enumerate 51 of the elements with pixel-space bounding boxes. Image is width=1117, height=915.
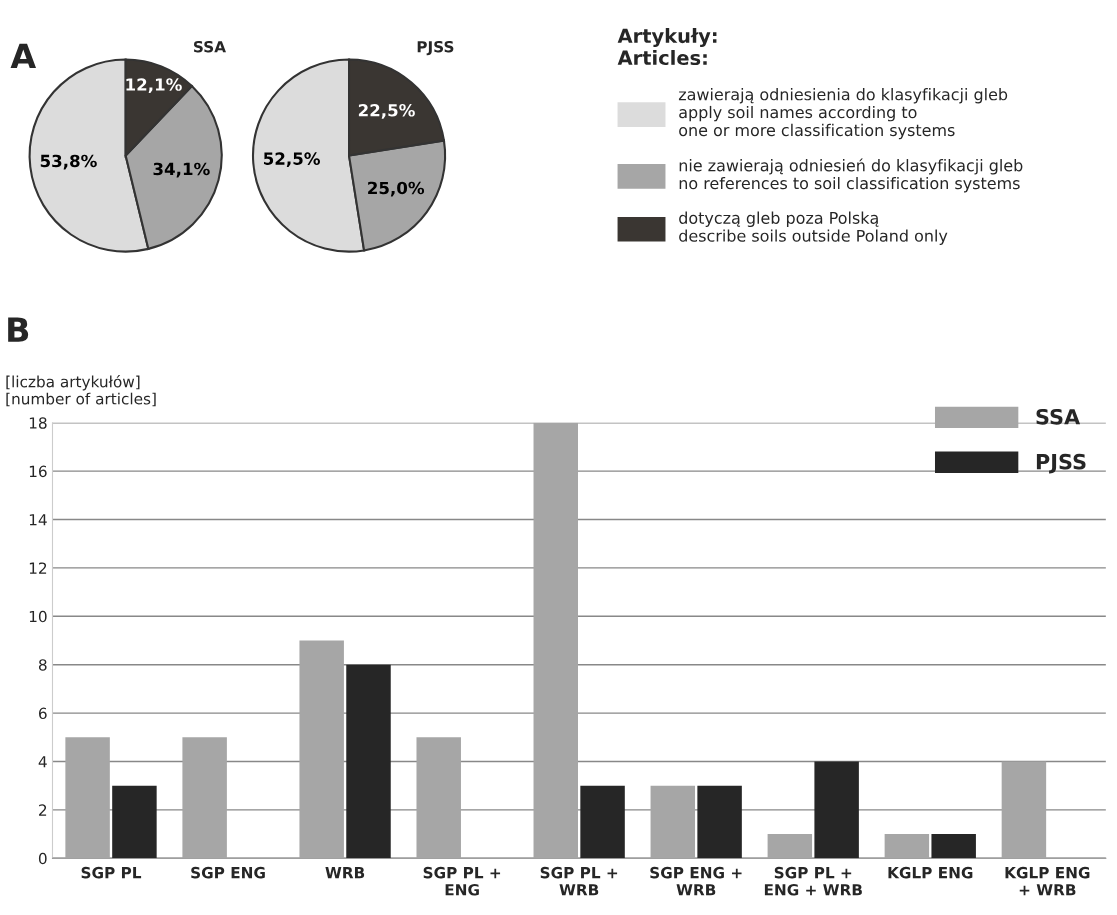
bar	[112, 785, 157, 859]
x-tick-label: SGP PL + ENG	[423, 866, 501, 896]
y-tick-label: 8	[38, 659, 47, 671]
bar	[533, 422, 578, 859]
legend-title: Artykuły: Articles:	[617, 28, 717, 66]
x-tick-label: SGP ENG + WRB	[650, 866, 742, 896]
x-tick-label: SGP PL	[81, 866, 142, 879]
y-tick-label: 10	[29, 610, 47, 623]
legend-label: zawierają odniesienia do klasyfikacji gleb apply soil names according to one or more classification systems	[678, 88, 1008, 140]
bar	[650, 785, 696, 859]
chart-title: SSA	[194, 40, 226, 53]
y-tick-label: 2	[39, 804, 47, 816]
bar	[931, 834, 976, 859]
x-tick-label: SGP PL + WRB	[540, 866, 618, 896]
legend-label: PJSS	[1036, 453, 1086, 474]
y-tick-label: 6	[38, 707, 47, 720]
x-tick-label: SGP ENG	[191, 866, 265, 879]
chart-title: PJSS	[417, 40, 454, 56]
bar	[65, 737, 110, 859]
bar	[814, 761, 859, 859]
y-tick-label: 16	[29, 465, 47, 478]
data-label: 52,5%	[263, 152, 320, 168]
bar	[416, 737, 461, 859]
bar	[299, 640, 344, 859]
x-tick-label: KGLP ENG	[888, 866, 973, 879]
bar	[182, 737, 227, 859]
data-label: 25,0%	[368, 181, 425, 197]
x-tick-label: KGLP ENG + WRB	[1005, 866, 1090, 896]
data-label: 53,8%	[40, 154, 97, 170]
legend-label: dotyczą gleb poza Polską describe soils outside Poland only	[679, 211, 948, 245]
text: A	[10, 43, 37, 69]
legend-label: SSA	[1036, 408, 1081, 425]
y-tick-label: 12	[29, 562, 47, 574]
bar	[884, 834, 930, 859]
bar	[1001, 761, 1047, 859]
y-tick-label: 4	[38, 756, 47, 768]
text: B	[8, 317, 29, 342]
x-tick-label: WRB	[325, 867, 365, 879]
y-tick-label: 0	[38, 852, 47, 865]
bar	[767, 834, 813, 859]
bar	[697, 785, 742, 859]
y-tick-label: 18	[29, 417, 47, 429]
data-label: 34,1%	[153, 162, 210, 178]
data-label: 22,5%	[358, 103, 415, 119]
y-axis-title: [liczba artykułów] [number of articles]	[6, 374, 156, 407]
y-tick-label: 14	[29, 514, 47, 526]
data-label: 12,1%	[126, 78, 182, 93]
legend-label: nie zawierają odniesień do klasyfikacji gleb no references to soil classification systems	[679, 158, 1023, 193]
x-tick-label: SGP PL + ENG + WRB	[764, 866, 862, 896]
bar	[580, 785, 625, 859]
bar	[346, 664, 391, 859]
